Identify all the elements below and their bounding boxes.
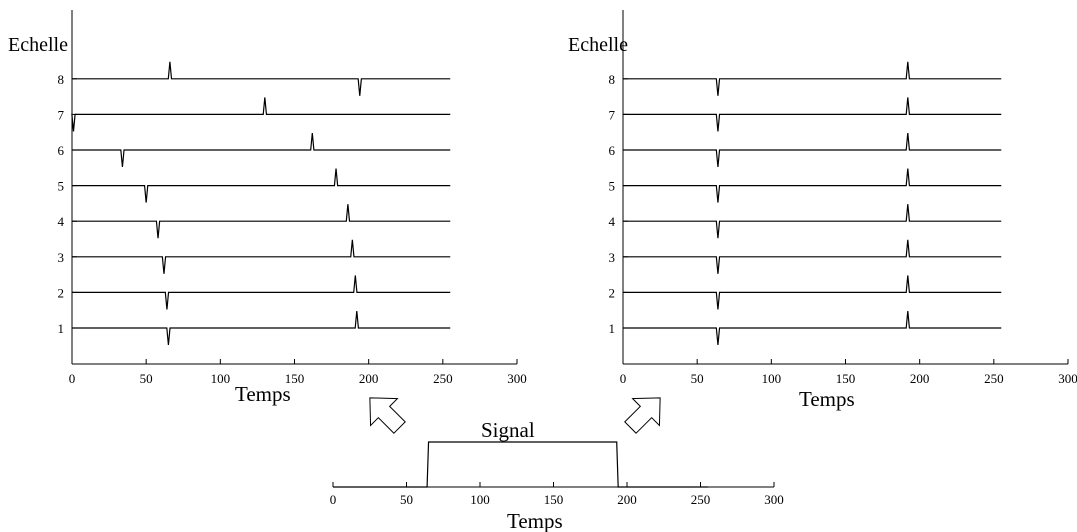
right-x-tick-label: 300: [1058, 371, 1077, 386]
left-scale-4-trace: [72, 204, 451, 239]
signal-x-tick-label: 100: [470, 492, 490, 507]
right-y-tick-label: 7: [609, 107, 616, 122]
left-x-tick-label: 300: [507, 371, 527, 386]
signal-x-tick-label: 150: [544, 492, 564, 507]
left-scale-1-trace: [72, 310, 451, 346]
left-scale-traces: [71, 61, 451, 346]
left-x-axis-label: Temps: [235, 382, 291, 406]
left-scale-8-trace: [72, 61, 451, 96]
signal-x-tick-labels: 0 50 100 150 200 250 300: [330, 492, 784, 507]
left-scale-6-trace: [72, 132, 451, 168]
left-x-tick-label: 0: [69, 371, 76, 386]
arrow-to-right-icon: [624, 397, 661, 434]
right-y-tick-label: 2: [609, 285, 616, 300]
right-x-ticks: [622, 359, 1069, 364]
left-x-tick-label: 150: [285, 371, 305, 386]
right-scale-1-trace: [623, 310, 1002, 346]
right-scale-8-trace: [623, 61, 1002, 96]
right-y-axis-label: Echelle: [568, 34, 628, 56]
left-x-tick-label: 50: [140, 371, 153, 386]
right-x-tick-label: 250: [984, 371, 1004, 386]
left-x-tick-label: 200: [359, 371, 379, 386]
left-x-tick-label: 250: [433, 371, 453, 386]
right-scale-2-trace: [623, 275, 1002, 310]
right-y-tick-label: 6: [609, 143, 616, 158]
left-y-tick-label: 8: [58, 72, 65, 87]
right-y-tick-label: 3: [609, 250, 616, 265]
left-y-tick-label: 7: [58, 107, 65, 122]
left-scale-5-trace: [72, 168, 451, 203]
right-x-tick-label: 50: [691, 371, 704, 386]
left-scale-plot: 0 50 100 150 200 250 300 1 2 3 4 5 6 7 8 Echelle Temp…: [8, 10, 527, 406]
right-scale-7-trace: [623, 97, 1002, 132]
left-scale-7-trace: [71, 97, 451, 132]
signal-x-ticks: [332, 482, 775, 487]
right-y-ticks: [623, 78, 628, 329]
left-y-axis-label: Echelle: [8, 34, 68, 56]
signal-x-tick-label: 200: [617, 492, 637, 507]
right-scale-4-trace: [623, 204, 1002, 239]
signal-title: Signal: [481, 418, 535, 442]
signal-x-tick-label: 0: [330, 492, 337, 507]
right-x-axis-label: Temps: [799, 387, 855, 411]
signal-x-axis-label: Temps: [507, 509, 563, 532]
right-y-tick-label: 5: [609, 179, 616, 194]
right-scale-6-trace: [623, 132, 1002, 168]
right-x-tick-label: 200: [910, 371, 930, 386]
signal-plot: 0 50 100 150 200 250 300 Signal Temps: [330, 418, 784, 532]
left-y-tick-label: 2: [58, 285, 65, 300]
right-y-tick-label: 8: [609, 72, 616, 87]
right-scale-traces: [623, 61, 1002, 346]
right-x-tick-labels: 0 50 100 150 200 250 300: [620, 371, 1077, 386]
right-y-tick-labels: 1 2 3 4 5 6 7 8: [609, 72, 616, 336]
left-x-ticks: [71, 359, 518, 364]
right-x-tick-label: 150: [836, 371, 856, 386]
left-x-tick-labels: 0 50 100 150 200 250 300: [69, 371, 527, 386]
left-scale-3-trace: [72, 239, 451, 274]
left-y-tick-label: 4: [58, 214, 65, 229]
signal-trace: [333, 441, 708, 488]
right-y-tick-label: 4: [609, 214, 616, 229]
right-x-tick-label: 100: [762, 371, 782, 386]
left-y-tick-label: 5: [58, 179, 65, 194]
signal-x-tick-label: 50: [400, 492, 413, 507]
left-y-tick-label: 6: [58, 143, 65, 158]
left-y-tick-labels: 1 2 3 4 5 6 7 8: [58, 72, 65, 336]
right-scale-plot: 0 50 100 150 200 250 300 1 2 3 4 5 6 7 8 Echelle Temp…: [568, 10, 1077, 411]
left-x-tick-label: 100: [211, 371, 231, 386]
right-scale-5-trace: [623, 168, 1002, 203]
left-y-tick-label: 1: [58, 321, 65, 336]
arrow-to-left-icon: [369, 397, 406, 434]
right-x-tick-label: 0: [620, 371, 627, 386]
right-y-tick-label: 1: [609, 321, 616, 336]
left-scale-2-trace: [72, 275, 451, 310]
signal-x-tick-label: 300: [764, 492, 784, 507]
right-scale-3-trace: [623, 239, 1002, 274]
signal-x-tick-label: 250: [691, 492, 711, 507]
left-y-tick-label: 3: [58, 250, 65, 265]
